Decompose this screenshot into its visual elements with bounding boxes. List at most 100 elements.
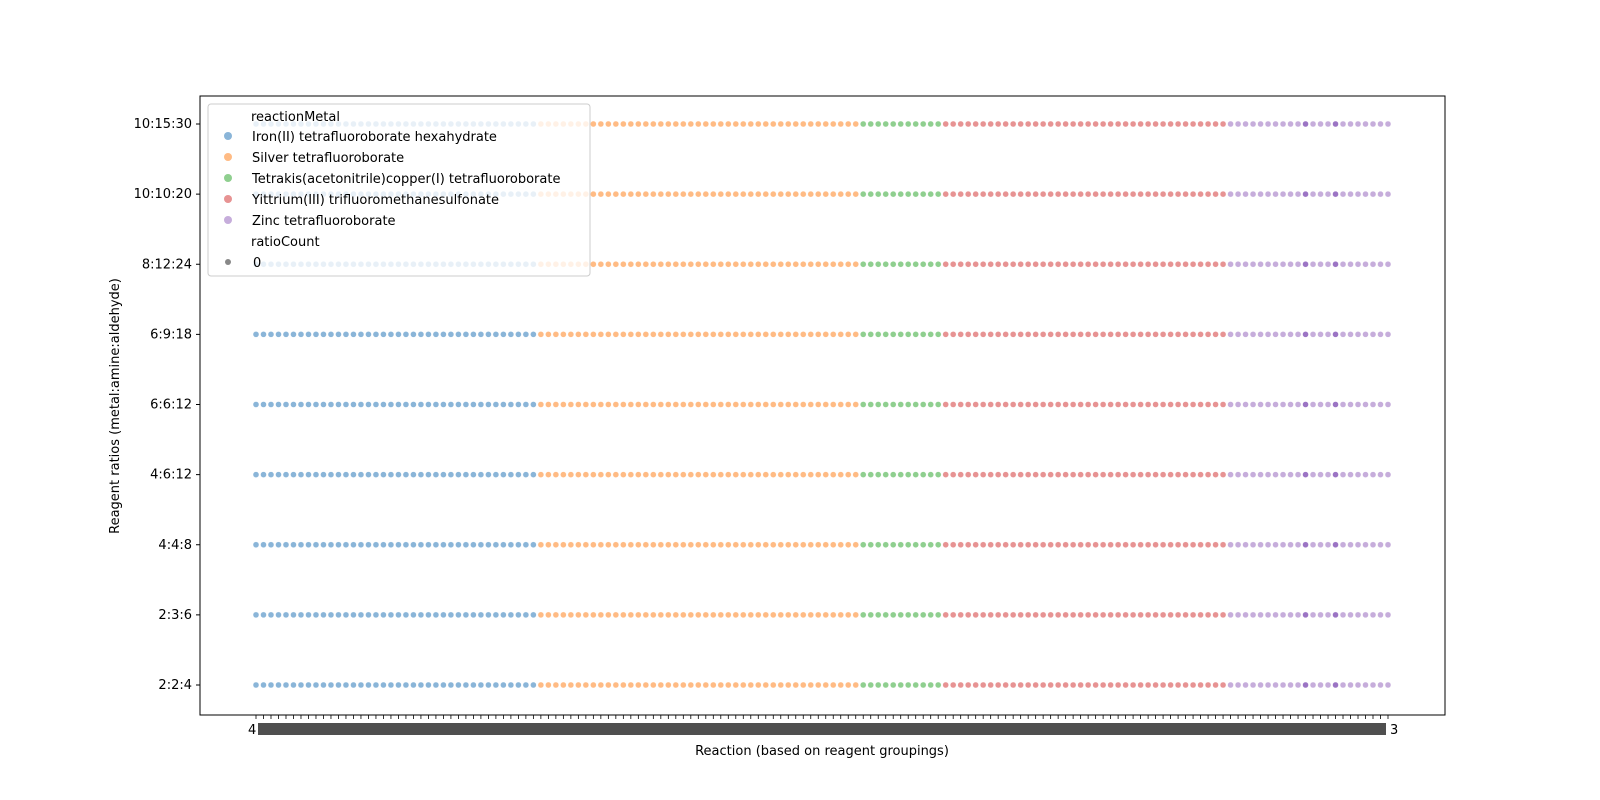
data-point — [1084, 261, 1092, 268]
data-point — [275, 611, 282, 619]
data-point — [1317, 120, 1324, 128]
data-point — [935, 190, 942, 198]
data-point — [695, 681, 702, 689]
data-point — [432, 401, 440, 408]
data-point — [1122, 120, 1129, 128]
data-point — [1302, 190, 1309, 198]
data-point — [665, 120, 672, 128]
data-point — [964, 401, 972, 408]
data-point — [942, 471, 949, 478]
data-point — [1099, 261, 1107, 268]
data-point — [1062, 681, 1069, 689]
data-point — [979, 261, 987, 268]
data-point — [320, 681, 327, 689]
data-point — [1092, 541, 1099, 548]
data-point — [417, 471, 425, 478]
data-point — [1144, 541, 1152, 548]
data-point — [1002, 471, 1009, 478]
data-point — [380, 331, 387, 338]
data-point — [1137, 261, 1144, 268]
data-point — [1362, 541, 1369, 548]
data-point — [1092, 120, 1099, 128]
data-point — [545, 681, 552, 689]
data-point — [605, 261, 612, 268]
data-point — [860, 541, 867, 548]
data-point — [312, 331, 320, 338]
legend-marker — [224, 195, 232, 203]
data-point — [792, 471, 799, 478]
data-point — [1257, 541, 1264, 548]
data-point — [1197, 261, 1204, 268]
data-point — [1197, 331, 1204, 338]
data-point — [920, 471, 927, 478]
data-point — [1204, 681, 1212, 689]
data-point — [252, 331, 260, 338]
data-point — [342, 681, 350, 689]
data-point — [1069, 190, 1077, 198]
data-point — [994, 611, 1002, 619]
data-point — [657, 681, 665, 689]
data-point — [425, 401, 432, 408]
data-point — [935, 331, 942, 338]
data-point — [912, 401, 919, 408]
data-point — [1324, 120, 1332, 128]
data-point — [837, 261, 844, 268]
data-point — [710, 120, 717, 128]
data-point — [455, 681, 462, 689]
data-point — [1099, 541, 1107, 548]
data-point — [1347, 331, 1354, 338]
data-point — [425, 471, 432, 478]
data-point — [1152, 120, 1159, 128]
data-point — [1167, 471, 1174, 478]
data-point — [830, 611, 837, 619]
data-point — [1212, 401, 1219, 408]
data-point — [702, 401, 709, 408]
data-point — [1219, 541, 1227, 548]
data-point — [455, 401, 462, 408]
data-point — [860, 471, 867, 478]
data-point — [1032, 401, 1039, 408]
data-point — [1347, 611, 1354, 619]
data-point — [785, 190, 792, 198]
data-point — [1279, 541, 1287, 548]
data-point — [792, 331, 799, 338]
data-point — [740, 471, 747, 478]
data-point — [500, 401, 507, 408]
data-point — [702, 331, 709, 338]
data-point — [462, 541, 470, 548]
data-point — [785, 261, 792, 268]
data-point — [642, 401, 650, 408]
data-point — [927, 190, 934, 198]
data-point — [1339, 681, 1347, 689]
data-point — [425, 611, 432, 619]
data-point — [777, 261, 784, 268]
data-point — [1039, 471, 1047, 478]
data-point — [852, 120, 859, 128]
data-point — [1182, 261, 1189, 268]
data-point — [680, 471, 687, 478]
data-point — [1347, 261, 1354, 268]
data-point — [792, 681, 799, 689]
data-point — [470, 541, 477, 548]
data-point — [687, 190, 695, 198]
data-point — [1174, 120, 1182, 128]
data-point — [1159, 611, 1167, 619]
data-point — [912, 190, 919, 198]
data-point — [552, 471, 560, 478]
data-point — [1144, 401, 1152, 408]
data-point — [1167, 261, 1174, 268]
data-point — [1069, 261, 1077, 268]
data-point — [710, 261, 717, 268]
data-point — [987, 190, 994, 198]
data-point — [1287, 261, 1294, 268]
data-point — [410, 401, 417, 408]
y-tick-label: 2:2:4 — [158, 678, 192, 693]
data-point — [395, 401, 402, 408]
data-point — [447, 331, 455, 338]
data-point — [875, 681, 882, 689]
data-point — [875, 541, 882, 548]
data-point — [447, 471, 455, 478]
data-point — [1332, 331, 1339, 338]
data-point — [507, 541, 515, 548]
data-point — [267, 611, 275, 619]
